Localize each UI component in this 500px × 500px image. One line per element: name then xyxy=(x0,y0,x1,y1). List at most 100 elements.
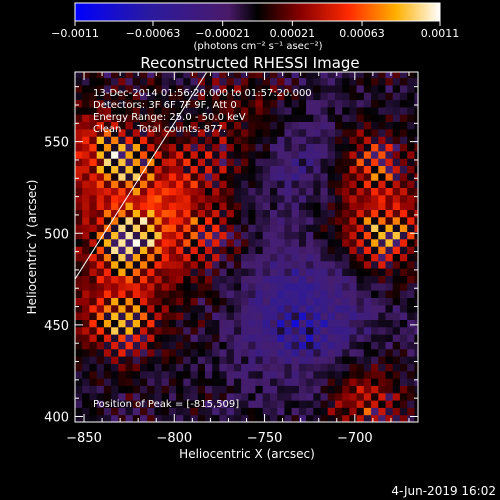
heatmap-cell xyxy=(414,348,418,357)
heatmap-cell xyxy=(399,246,408,254)
heatmap-cell xyxy=(342,72,350,79)
heatmap-cell xyxy=(291,150,300,159)
heatmap-cell xyxy=(277,99,285,108)
heatmap-cell xyxy=(248,407,257,416)
heatmap-cell xyxy=(342,84,350,93)
heatmap-cell xyxy=(248,92,257,101)
heatmap-cell xyxy=(205,121,213,130)
heatmap-cell xyxy=(212,370,220,379)
heatmap-cell xyxy=(233,290,242,298)
heatmap-cell xyxy=(96,216,105,225)
heatmap-cell xyxy=(414,407,418,416)
heatmap-cell xyxy=(212,180,220,188)
heatmap-cell xyxy=(168,268,177,276)
heatmap-cell xyxy=(82,99,90,108)
heatmap-cell xyxy=(140,224,148,232)
heatmap-cell xyxy=(132,319,141,328)
heatmap-cell xyxy=(407,400,415,408)
heatmap-cell xyxy=(306,84,314,93)
heatmap-cell xyxy=(96,312,105,320)
heatmap-cell xyxy=(103,238,112,247)
heatmap-cell xyxy=(233,385,242,394)
heatmap-cell xyxy=(356,84,365,93)
heatmap-cell xyxy=(154,158,163,166)
heatmap-cell xyxy=(205,253,213,262)
heatmap-cell xyxy=(399,348,408,357)
heatmap-cell xyxy=(168,143,177,152)
heatmap-cell xyxy=(140,194,148,203)
heatmap-cell xyxy=(212,158,220,166)
heatmap-cell xyxy=(75,370,83,379)
heatmap-cell xyxy=(197,84,206,93)
heatmap-cell xyxy=(277,334,285,342)
heatmap-cell xyxy=(363,224,372,232)
heatmap-cell xyxy=(205,238,213,247)
heatmap-cell xyxy=(327,77,336,86)
heatmap-cell xyxy=(190,297,199,306)
heatmap-cell xyxy=(219,370,228,379)
heatmap-cell xyxy=(385,260,394,269)
heatmap-cell xyxy=(183,326,192,335)
heatmap-cell xyxy=(407,180,415,188)
heatmap-cell xyxy=(82,312,90,320)
heatmap-cell xyxy=(125,282,134,291)
heatmap-cell xyxy=(255,158,264,166)
heatmap-cell xyxy=(399,128,408,137)
heatmap-cell xyxy=(161,268,170,276)
heatmap-cell xyxy=(320,326,329,335)
heatmap-cell xyxy=(226,180,235,188)
heatmap-cell xyxy=(82,180,90,188)
heatmap-cell xyxy=(392,209,401,218)
heatmap-cell xyxy=(356,378,365,386)
heatmap-cell xyxy=(363,414,372,422)
heatmap-cell xyxy=(241,400,249,408)
heatmap-cell xyxy=(219,194,228,203)
heatmap-cell xyxy=(205,216,213,225)
heatmap-cell xyxy=(176,209,184,218)
heatmap-cell xyxy=(349,202,358,210)
heatmap-cell xyxy=(363,180,372,188)
heatmap-cell xyxy=(306,414,314,422)
heatmap-cell xyxy=(82,392,90,401)
heatmap-cell xyxy=(262,150,271,159)
heatmap-cell xyxy=(277,378,285,386)
heatmap-cell xyxy=(407,165,415,174)
heatmap-cell xyxy=(233,136,242,144)
heatmap-cell xyxy=(125,326,134,335)
heatmap-cell xyxy=(342,143,350,152)
heatmap-cell xyxy=(363,246,372,254)
colorbar-gradient xyxy=(74,2,441,22)
heatmap-cell xyxy=(335,136,343,144)
heatmap-cell xyxy=(96,238,105,247)
heatmap-cell xyxy=(140,238,148,247)
heatmap-cell xyxy=(176,216,184,225)
heatmap-cell xyxy=(399,268,408,276)
heatmap-cell xyxy=(161,290,170,298)
heatmap-cell xyxy=(241,128,249,137)
heatmap-cell xyxy=(212,297,220,306)
heatmap-cell xyxy=(197,378,206,386)
heatmap-cell xyxy=(248,356,257,364)
heatmap-cell xyxy=(103,341,112,350)
heatmap-cell xyxy=(291,238,300,247)
heatmap-cell xyxy=(284,106,293,115)
heatmap-cell xyxy=(335,143,343,152)
heatmap-cell xyxy=(277,231,285,240)
heatmap-cell xyxy=(219,84,228,93)
heatmap-cell xyxy=(176,334,184,342)
heatmap-cell xyxy=(103,414,112,422)
heatmap-cell xyxy=(291,158,300,166)
heatmap-cell xyxy=(140,334,148,342)
heatmap-cell xyxy=(320,194,329,203)
heatmap-cell xyxy=(212,348,220,357)
heatmap-cell xyxy=(385,158,394,166)
heatmap-cell xyxy=(154,260,163,269)
heatmap-cell xyxy=(248,319,257,328)
heatmap-cell xyxy=(226,121,235,130)
heatmap-cell xyxy=(219,392,228,401)
heatmap-cell xyxy=(363,341,372,350)
heatmap-cell xyxy=(183,414,192,422)
heatmap-cell xyxy=(89,319,98,328)
heatmap-cell xyxy=(277,216,285,225)
